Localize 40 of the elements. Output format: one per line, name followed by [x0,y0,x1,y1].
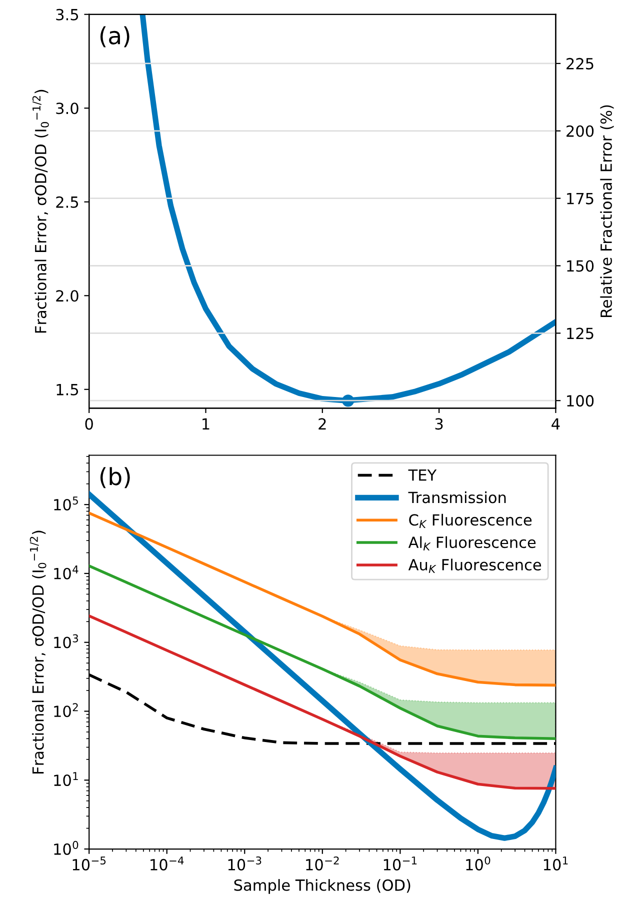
x-tick-label: 10$^{0}$ [466,856,490,870]
y-tick-label: 2.0 [56,290,78,302]
y2-tick-label: 175 [567,192,594,204]
x-tick-label: 10$^{−2}$ [306,856,339,870]
annotation: (a) [100,26,130,48]
y-tick-label: 10$^{3}$ [54,634,78,648]
x-tick-label: 10$^{−3}$ [228,856,262,870]
x-tick-label: 0 [85,418,93,430]
legend-label: Transmission [408,491,506,504]
x-tick-label: 10$^{−5}$ [72,856,106,870]
legend-label: Au$_{K}$ Fluorescence [408,558,542,573]
x-tick-label: 3 [435,418,443,430]
y2-tick-label: 200 [566,125,594,137]
y2-tick-label: 225 [566,58,594,70]
y2-tick-label: 100 [567,395,594,407]
y-tick-label: 10$^{0}$ [54,840,78,855]
x-tick-label: 1 [202,418,210,430]
y-tick-label: 10$^{2}$ [54,703,78,718]
x-axis-title: Sample Thickness (OD) [234,879,410,894]
y-tick-label: 10$^{1}$ [54,772,78,786]
y-tick-label: 1.5 [56,384,78,396]
annotation: (b) [100,467,130,488]
y-tick-label: 3.0 [56,102,78,114]
x-tick-label: 2 [318,418,326,430]
y-tick-label: 3.5 [56,8,78,20]
legend-label: C$_{K}$ Fluorescence [409,514,532,528]
y2-tick-label: 125 [567,328,594,340]
y-tick-label: 10$^{4}$ [54,566,78,580]
x-tick-label: 4 [552,418,560,430]
y2-axis-title: Relative Fractional Error (%) [600,105,614,317]
x-tick-label: 10$^{−1}$ [384,856,417,870]
x-tick-label: 10$^{−4}$ [150,856,184,870]
y2-tick-label: 150 [567,260,594,272]
legend-label: Al$_{K}$ Fluorescence [408,536,536,550]
y-tick-label: 2.5 [56,196,78,208]
legend-label: TEY [408,469,437,481]
x-tick-label: 10$^{1}$ [544,856,568,870]
y-axis-title: Fractional Error, σOD/OD (I$_{0}$$^{−1/2}$) [30,530,46,774]
y-axis-title: Fractional Error, σOD/OD (I$_{0}$$^{−1/2}$) [32,90,49,333]
y-tick-label: 10$^{5}$ [54,496,78,510]
